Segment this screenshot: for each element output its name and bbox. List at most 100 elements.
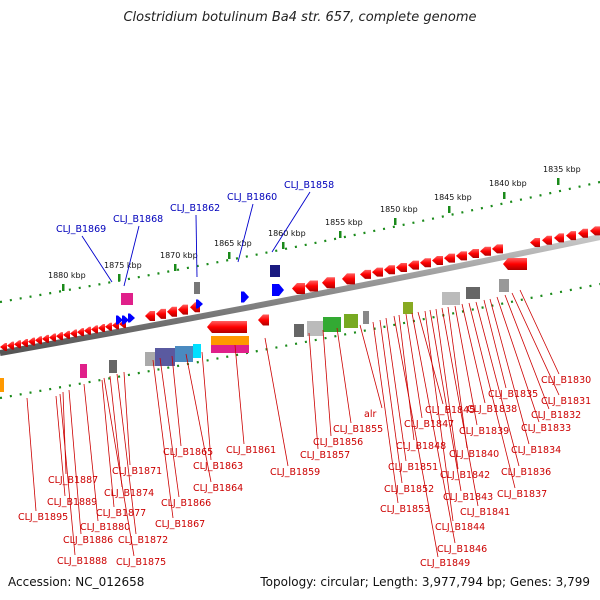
gene-label-clj_b1877[interactable]: CLJ_B1877 [96, 508, 146, 519]
label-leader-line [171, 355, 182, 447]
kbp-tick-mark [394, 218, 397, 225]
gene-label-clj_b1863[interactable]: CLJ_B1863 [193, 461, 243, 472]
label-leader-line [59, 393, 76, 556]
gene-label-clj_b1851[interactable]: CLJ_B1851 [388, 462, 438, 473]
gene-label-clj_b1871[interactable]: CLJ_B1871 [112, 466, 162, 477]
gene-label-clj_b1857[interactable]: CLJ_B1857 [300, 450, 350, 461]
gene-label-clj_b1841[interactable]: CLJ_B1841 [460, 507, 510, 518]
upper-gene-labels[interactable]: CLJ_B1869 CLJ_B1868 CLJ_B1862 CLJ_B1860 CLJ_… [56, 180, 334, 287]
gene-box [109, 360, 117, 373]
kbp-tick-label: 1835 kbp [543, 165, 581, 174]
label-leader-line [234, 344, 245, 445]
label-leader-line [379, 319, 403, 484]
gene-label-clj_b1852[interactable]: CLJ_B1852 [384, 484, 434, 495]
gene-label-clj_b1858[interactable]: CLJ_B1858 [284, 180, 334, 191]
gene-label-clj_b1859[interactable]: CLJ_B1859 [270, 467, 320, 478]
gene-label-clj_b1874[interactable]: CLJ_B1874 [104, 488, 154, 499]
kbp-tick-mark [448, 206, 451, 213]
gene-label-clj_b1848[interactable]: CLJ_B1848 [396, 441, 446, 452]
gene-label-clj_b1886[interactable]: CLJ_B1886 [63, 535, 113, 546]
gene-box [307, 321, 323, 336]
gene-label-clj_b1830[interactable]: CLJ_B1830 [541, 375, 591, 386]
gene-label-clj_b1837[interactable]: CLJ_B1837 [497, 489, 547, 500]
gene-arrow [578, 228, 588, 238]
gene-arrow [241, 291, 249, 303]
gene-label-clj_b1869[interactable]: CLJ_B1869 [56, 224, 106, 235]
gene-label-clj_b1872[interactable]: CLJ_B1872 [118, 535, 168, 546]
gene-label-clj_b1888[interactable]: CLJ_B1888 [57, 556, 107, 567]
label-leader-line [264, 337, 289, 467]
gene-label-clj_b1834[interactable]: CLJ_B1834 [511, 445, 561, 456]
gene-arrow [63, 330, 70, 339]
gene-label-clj_b1861[interactable]: CLJ_B1861 [226, 445, 276, 456]
gene-box [403, 302, 413, 314]
gene-label-clj_b1847[interactable]: CLJ_B1847 [404, 419, 454, 430]
gene-label-clj_b1849[interactable]: CLJ_B1849 [420, 558, 470, 569]
gene-label-clj_b1855[interactable]: CLJ_B1855 [333, 424, 383, 435]
kbp-tick-label: 1840 kbp [489, 179, 527, 188]
gene-label-clj_b1865[interactable]: CLJ_B1865 [163, 447, 213, 458]
lower-gene-labels[interactable]: CLJ_B1830 CLJ_B1831 CLJ_B1832 CLJ_B1833 CLJ_… [18, 289, 591, 569]
gene-label-clj_b1895[interactable]: CLJ_B1895 [18, 512, 68, 523]
gene-box [155, 348, 175, 366]
gene-label-clj_b1833[interactable]: CLJ_B1833 [521, 423, 571, 434]
gene-label-clj_b1853[interactable]: CLJ_B1853 [380, 504, 430, 515]
gene-label-clj_b1844[interactable]: CLJ_B1844 [435, 522, 485, 533]
gene-arrow [42, 334, 49, 343]
gene-label-clj_b1838[interactable]: CLJ_B1838 [467, 404, 517, 415]
gene-arrow [360, 269, 371, 279]
gene-label-clj_b1839[interactable]: CLJ_B1839 [459, 426, 509, 437]
gene-arrow [35, 336, 42, 345]
label-leader-line [454, 305, 478, 426]
gene-label-alr[interactable]: alr [364, 409, 376, 420]
label-leader-line [398, 314, 415, 441]
gene-label-clj_b1832[interactable]: CLJ_B1832 [531, 410, 581, 421]
gene-label-clj_b1856[interactable]: CLJ_B1856 [313, 437, 363, 448]
gene-label-clj_b1842[interactable]: CLJ_B1842 [440, 470, 490, 481]
kbp-tick-mark [174, 264, 177, 271]
gene-label-clj_b1860[interactable]: CLJ_B1860 [227, 192, 277, 203]
gene-label-clj_b1840[interactable]: CLJ_B1840 [449, 449, 499, 460]
gene-label-clj_b1831[interactable]: CLJ_B1831 [541, 396, 591, 407]
gene-label-clj_b1867[interactable]: CLJ_B1867 [155, 519, 205, 530]
label-leader-line [237, 203, 254, 263]
gene-label-clj_b1866[interactable]: CLJ_B1866 [161, 498, 211, 509]
gene-label-clj_b1864[interactable]: CLJ_B1864 [193, 483, 243, 494]
gene-arrow [0, 343, 7, 351]
label-leader-line [322, 329, 332, 437]
gene-label-clj_b1880[interactable]: CLJ_B1880 [80, 522, 130, 533]
gene-label-clj_b1846[interactable]: CLJ_B1846 [437, 544, 487, 555]
label-leader-line [429, 309, 462, 492]
gene-label-clj_b1889[interactable]: CLJ_B1889 [47, 497, 97, 508]
label-leader-line [519, 289, 560, 375]
gene-label-clj_b1868[interactable]: CLJ_B1868 [113, 214, 163, 225]
gene-label-clj_b1835[interactable]: CLJ_B1835 [488, 389, 538, 400]
label-leader-line [496, 296, 540, 423]
gene-label-clj_b1862[interactable]: CLJ_B1862 [170, 203, 220, 214]
topology-text: Topology: circular; Length: 3,977,794 bp… [260, 575, 590, 589]
gene-arrow [14, 340, 21, 349]
reverse-strand-genes [0, 279, 509, 392]
gene-arrow [456, 251, 467, 261]
label-leader-line [26, 397, 37, 512]
gene-label-clj_b1845[interactable]: CLJ_B1845 [425, 405, 475, 416]
gene-label-clj_b1875[interactable]: CLJ_B1875 [116, 557, 166, 568]
gene-box [193, 344, 201, 358]
kbp-tick-mark [339, 231, 342, 238]
gene-arrow [91, 325, 98, 334]
gene-arrow [292, 283, 305, 295]
label-leader-line [336, 327, 352, 424]
label-leader-line [68, 389, 82, 535]
gene-label-clj_b1836[interactable]: CLJ_B1836 [501, 467, 551, 478]
label-leader-line [185, 353, 212, 483]
label-leader-line [152, 359, 174, 519]
gene-box [363, 311, 369, 324]
gene-label-clj_b1887[interactable]: CLJ_B1887 [48, 475, 98, 486]
gene-box [270, 265, 280, 277]
gene-arrow [480, 246, 491, 256]
gene-label-clj_b1843[interactable]: CLJ_B1843 [443, 492, 493, 503]
label-leader-line [385, 317, 407, 462]
gene-box [121, 293, 133, 305]
gene-arrow [56, 332, 63, 341]
